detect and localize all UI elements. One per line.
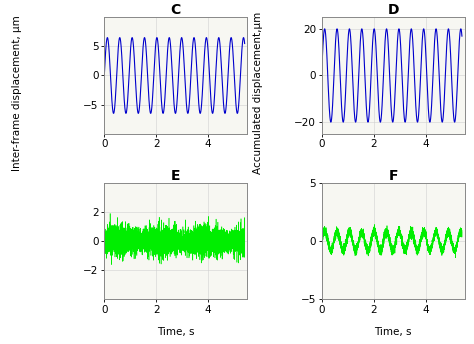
Title: D: D xyxy=(387,3,399,17)
Text: Accumulated displacement,μm: Accumulated displacement,μm xyxy=(253,12,264,174)
Text: Time, s: Time, s xyxy=(157,327,194,337)
Title: E: E xyxy=(171,169,181,183)
Text: Inter-frame displacement, μm: Inter-frame displacement, μm xyxy=(11,15,22,171)
Text: Time, s: Time, s xyxy=(374,327,412,337)
Title: F: F xyxy=(388,169,398,183)
Title: C: C xyxy=(171,3,181,17)
